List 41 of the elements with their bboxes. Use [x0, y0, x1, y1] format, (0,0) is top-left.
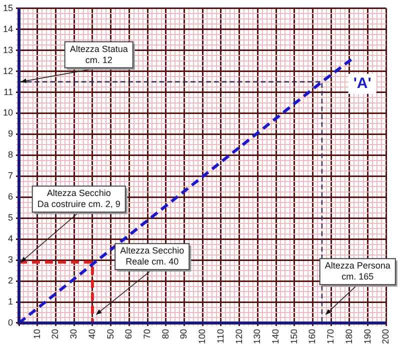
y-tick-label: 8: [8, 150, 14, 160]
x-tick-label: 90: [178, 328, 189, 339]
x-tick-label: 60: [124, 328, 134, 339]
x-tick-label: 180: [344, 328, 354, 344]
x-tick-label: 10: [32, 328, 42, 339]
annotation: Altezza Secchio Reale cm. 40: [120, 246, 184, 267]
y-tick-label: 2: [8, 276, 14, 286]
x-tick-label: 170: [326, 328, 336, 344]
y-tick-label: 15: [2, 2, 14, 13]
y-tick-label: 3: [8, 254, 14, 265]
y-tick-label: 11: [4, 86, 14, 97]
y-tick-label: 1: [8, 296, 14, 306]
y-tick-label: 13: [2, 44, 14, 55]
x-tick-label: 50: [105, 328, 116, 339]
x-tick-label: 200: [380, 328, 391, 344]
annotation: 'A': [353, 75, 372, 92]
x-tick-label: 100: [197, 328, 208, 344]
x-tick-label: 190: [362, 328, 372, 344]
annotation: Altezza Statua cm. 12: [70, 44, 128, 65]
y-tick-label: 12: [2, 66, 14, 76]
x-tick-label: 150: [288, 328, 299, 344]
x-tick-label: 70: [142, 328, 152, 339]
y-tick-label: 14: [2, 24, 14, 34]
y-tick-label: 5: [8, 212, 14, 223]
y-tick-label: 9: [8, 128, 14, 139]
y-tick-label: 4: [8, 234, 14, 244]
x-tick-label: 80: [160, 328, 170, 339]
x-tick-label: 40: [86, 328, 97, 339]
x-tick-label: 30: [68, 328, 79, 339]
y-tick-label: 6: [8, 192, 14, 202]
y-tick-label: 7: [8, 170, 14, 181]
x-tick-label: 110: [215, 328, 226, 344]
x-tick-label: 130: [252, 328, 262, 344]
y-tick-label: 0: [8, 317, 14, 328]
y-tick-label: 10: [2, 108, 14, 118]
x-tick-label: 140: [270, 328, 281, 344]
annotation: Altezza Secchio Da costruire cm. 2, 9: [37, 188, 120, 210]
x-tick-label: 20: [50, 328, 60, 339]
x-tick-label: 120: [234, 328, 244, 344]
x-tick-label: 160: [307, 328, 318, 344]
annotation: Altezza Persona cm. 165: [324, 260, 390, 282]
